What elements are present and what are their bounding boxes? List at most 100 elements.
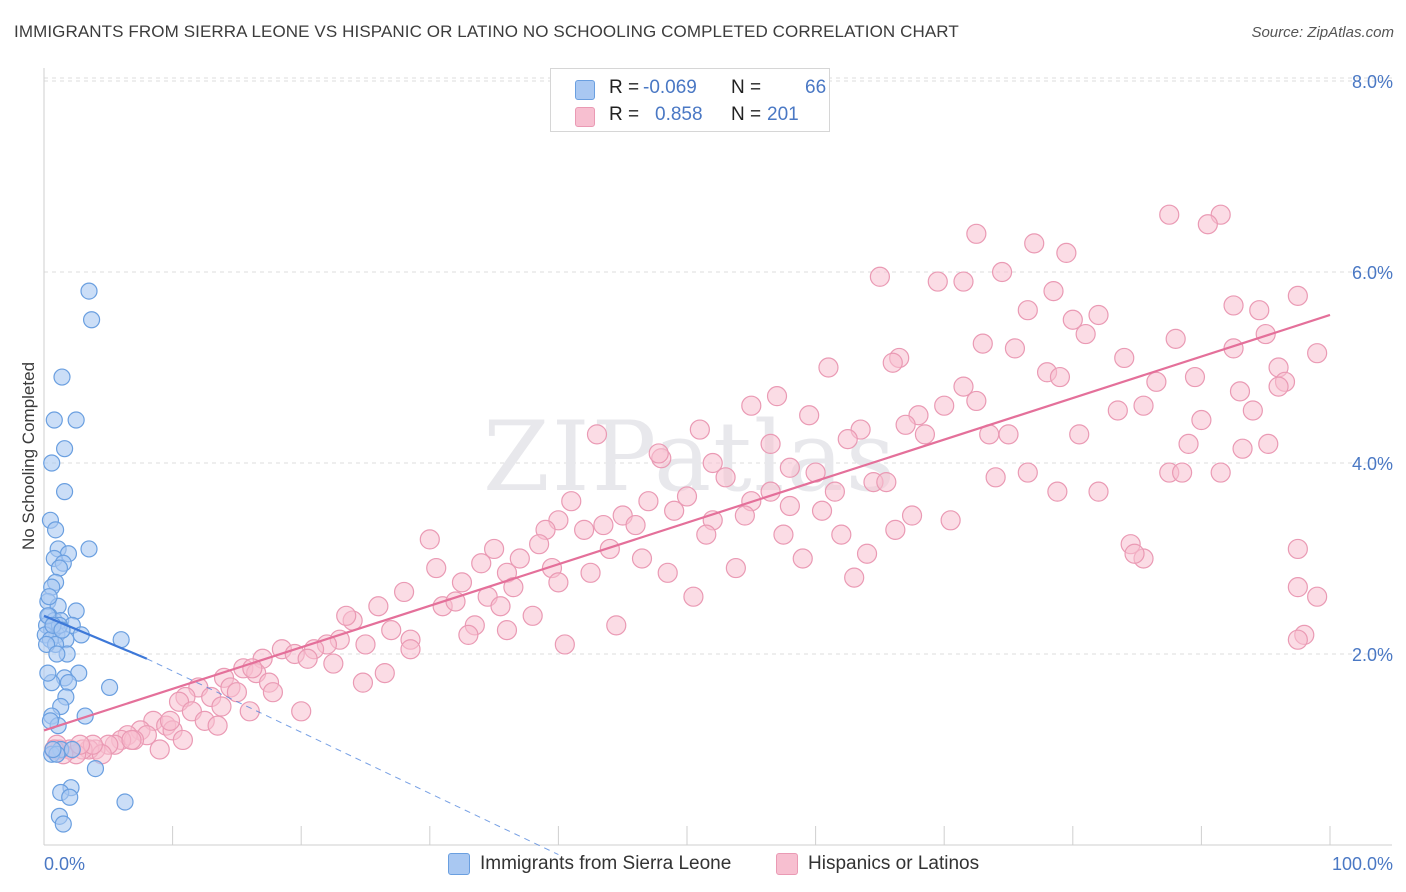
data-point-hispanics bbox=[1075, 323, 1096, 345]
data-point-hispanics bbox=[966, 223, 987, 244]
data-point-hispanics bbox=[869, 266, 891, 287]
data-point-hispanics bbox=[998, 424, 1019, 445]
legend-row-hispanics: R = 0.858 N = 201 bbox=[551, 102, 829, 128]
data-point-hispanics bbox=[239, 701, 260, 722]
data-point-hispanics bbox=[352, 672, 374, 693]
data-point-hispanics bbox=[1184, 366, 1206, 388]
data-point-hispanics bbox=[1229, 381, 1251, 402]
data-point-sierra-leone bbox=[43, 454, 61, 472]
data-point-hispanics bbox=[934, 395, 955, 416]
data-point-hispanics bbox=[1197, 214, 1218, 235]
data-point-sierra-leone bbox=[116, 793, 134, 811]
y-axis-label: No Schooling Completed bbox=[19, 362, 38, 550]
data-point-hispanics bbox=[927, 271, 948, 292]
data-point-sierra-leone bbox=[61, 788, 79, 806]
data-point-hispanics bbox=[725, 557, 746, 579]
data-point-hispanics bbox=[496, 620, 518, 641]
correlation-legend: R = -0.069 N = 66 R = 0.858 N = 201 bbox=[550, 68, 830, 132]
data-point-hispanics bbox=[991, 261, 1013, 283]
data-point-hispanics bbox=[1004, 338, 1026, 359]
trend-line-sierra-leone-extension bbox=[146, 658, 559, 856]
data-point-hispanics bbox=[1223, 295, 1244, 316]
data-point-sierra-leone bbox=[54, 815, 72, 833]
data-point-sierra-leone bbox=[80, 282, 98, 300]
data-point-hispanics bbox=[211, 696, 232, 717]
y-tick-label: 6.0% bbox=[1352, 263, 1393, 283]
data-point-hispanics bbox=[689, 419, 710, 440]
legend-r-label: R = bbox=[609, 104, 640, 125]
legend-swatch-pink bbox=[575, 107, 595, 127]
data-point-sierra-leone bbox=[53, 368, 71, 386]
data-point-hispanics bbox=[901, 505, 923, 526]
data-point-hispanics bbox=[1178, 433, 1199, 454]
data-point-sierra-leone bbox=[100, 678, 119, 697]
data-point-sierra-leone bbox=[59, 674, 78, 692]
data-point-hispanics bbox=[715, 467, 736, 488]
data-point-hispanics bbox=[953, 376, 974, 397]
y-tick-label: 4.0% bbox=[1352, 454, 1393, 474]
data-point-hispanics bbox=[895, 414, 916, 435]
data-point-hispanics bbox=[262, 682, 284, 703]
data-point-sierra-leone bbox=[86, 759, 105, 778]
data-point-hispanics bbox=[548, 572, 569, 593]
data-point-hispanics bbox=[1307, 343, 1328, 364]
data-point-hispanics bbox=[1024, 233, 1045, 254]
data-point-hispanics bbox=[574, 519, 595, 540]
data-point-hispanics bbox=[1062, 309, 1083, 330]
data-point-hispanics bbox=[1146, 371, 1167, 392]
data-point-sierra-leone bbox=[63, 740, 81, 759]
data-point-hispanics bbox=[509, 548, 530, 569]
data-point-hispanics bbox=[471, 553, 492, 574]
data-point-hispanics bbox=[374, 662, 395, 684]
data-point-sierra-leone bbox=[80, 540, 98, 558]
data-point-hispanics bbox=[1107, 400, 1128, 421]
data-point-hispanics bbox=[419, 529, 440, 550]
data-point-hispanics bbox=[824, 481, 845, 502]
data-point-hispanics bbox=[972, 333, 993, 354]
data-point-hispanics bbox=[657, 562, 678, 583]
data-point-hispanics bbox=[561, 491, 582, 512]
data-point-hispanics bbox=[664, 500, 685, 521]
data-point-hispanics bbox=[1287, 577, 1308, 598]
data-point-hispanics bbox=[1056, 242, 1077, 263]
data-point-hispanics bbox=[599, 538, 620, 560]
data-point-hispanics bbox=[799, 405, 820, 426]
data-point-hispanics bbox=[355, 634, 376, 655]
data-point-hispanics bbox=[741, 395, 762, 416]
legend-r-value: 0.858 bbox=[655, 104, 703, 125]
data-point-hispanics bbox=[606, 615, 627, 636]
data-point-hispanics bbox=[734, 505, 755, 526]
data-point-hispanics bbox=[1307, 586, 1328, 607]
legend-swatch-pink bbox=[776, 853, 798, 875]
data-point-sierra-leone bbox=[67, 411, 85, 429]
data-point-hispanics bbox=[172, 729, 193, 751]
data-point-hispanics bbox=[1133, 395, 1154, 416]
data-point-hispanics bbox=[966, 390, 987, 412]
series-hispanics-points bbox=[44, 204, 1328, 765]
trend-line-sierra-leone bbox=[43, 614, 148, 660]
data-point-sierra-leone bbox=[55, 483, 74, 501]
data-point-hispanics bbox=[1047, 481, 1068, 502]
data-point-hispanics bbox=[1124, 543, 1145, 564]
data-point-hispanics bbox=[676, 486, 698, 507]
data-point-hispanics bbox=[1191, 409, 1212, 431]
data-point-hispanics bbox=[811, 500, 833, 521]
legend-series-b-label: Hispanics or Latinos bbox=[808, 853, 980, 874]
data-point-hispanics bbox=[766, 386, 788, 407]
data-point-hispanics bbox=[1258, 433, 1279, 454]
data-point-hispanics bbox=[985, 467, 1006, 488]
trend-line-hispanics bbox=[43, 313, 1331, 732]
data-point-hispanics bbox=[779, 495, 800, 517]
data-point-hispanics bbox=[648, 443, 669, 464]
data-point-hispanics bbox=[593, 514, 614, 536]
chart-title: IMMIGRANTS FROM SIERRA LEONE VS HISPANIC… bbox=[14, 22, 959, 41]
tick-labels: 2.0% 4.0% 6.0% 8.0% 0.0% 100.0% bbox=[44, 72, 1393, 874]
y-tick-label: 8.0% bbox=[1352, 72, 1393, 92]
y-tick-label: 2.0% bbox=[1352, 645, 1393, 665]
data-point-hispanics bbox=[207, 715, 228, 736]
data-point-sierra-leone bbox=[46, 521, 65, 539]
legend-r-value: -0.069 bbox=[643, 77, 697, 98]
data-point-hispanics bbox=[458, 624, 479, 646]
data-point-hispanics bbox=[381, 620, 402, 641]
legend-n-label: N = bbox=[731, 77, 762, 98]
